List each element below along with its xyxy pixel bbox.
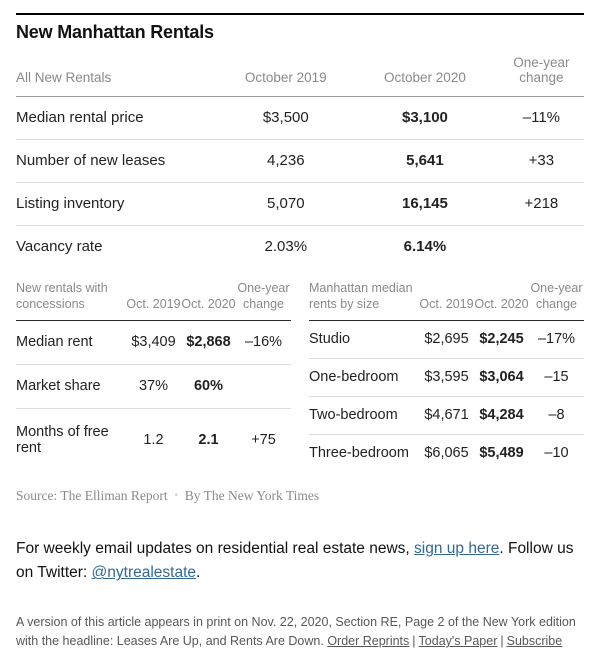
value-oct-2019: $3,595 bbox=[419, 358, 474, 397]
value-change: +75 bbox=[251, 431, 276, 448]
concessions-table: New rentals with concessions Oct. 2019 O… bbox=[16, 276, 291, 472]
table-row: Three-bedroom $6,065 $5,489 –10 bbox=[309, 434, 584, 472]
value-change: –10 bbox=[544, 444, 569, 461]
main-header-october-2020: October 2020 bbox=[351, 45, 499, 97]
value-oct-2020: $3,064 bbox=[474, 358, 529, 397]
row-label: Listing inventory bbox=[16, 182, 221, 226]
value-oct-2019: $4,671 bbox=[419, 396, 474, 435]
pipe-separator: | bbox=[412, 634, 416, 649]
byline-text: By The New York Times bbox=[184, 487, 320, 503]
value-oct-2019: 5,070 bbox=[220, 182, 352, 226]
value-change bbox=[499, 226, 584, 269]
dot-separator: • bbox=[174, 489, 178, 500]
value-change: –8 bbox=[529, 396, 584, 435]
value-oct-2020: $4,284 bbox=[474, 396, 529, 435]
size-header-row: Manhattan median rents by size Oct. 2019… bbox=[309, 276, 584, 321]
row-label: Median rent bbox=[16, 320, 126, 365]
value-oct-2020: 6.14% bbox=[403, 238, 447, 255]
todays-paper-link[interactable]: Today's Paper bbox=[418, 634, 498, 649]
row-label: Median rental price bbox=[16, 96, 221, 140]
row-label: One-bedroom bbox=[309, 358, 419, 397]
size-header-oct-2019: Oct. 2019 bbox=[419, 276, 474, 321]
value-oct-2020: 5,641 bbox=[351, 139, 499, 183]
table-row: Market share 37% 60% bbox=[16, 364, 291, 410]
value-oct-2019: 1.2 bbox=[143, 431, 164, 448]
value-change: –11% bbox=[498, 96, 584, 140]
table-row: Studio $2,695 $2,245 –17% bbox=[309, 320, 584, 359]
value-oct-2020: 60% bbox=[181, 364, 236, 410]
table-row: Two-bedroom $4,671 $4,284 –8 bbox=[309, 396, 584, 435]
source-text: Source: The Elliman Report bbox=[16, 487, 168, 503]
main-header-one-year-change: One-year change bbox=[498, 45, 584, 97]
table-row: Vacancy rate 2.03% 6.14% bbox=[16, 226, 584, 269]
twitter-handle-link[interactable]: @nytrealestate bbox=[91, 564, 197, 582]
value-oct-2019: 2.03% bbox=[264, 238, 308, 255]
graphic-title: New Manhattan Rentals bbox=[16, 22, 214, 42]
size-header-change: One-year change bbox=[529, 276, 584, 321]
pipe-separator: | bbox=[500, 634, 504, 649]
concessions-header-oct-2019: Oct. 2019 bbox=[126, 276, 181, 321]
row-label: Number of new leases bbox=[16, 139, 221, 183]
rents-by-size-table: Manhattan median rents by size Oct. 2019… bbox=[309, 276, 584, 472]
value-oct-2019: $2,695 bbox=[419, 320, 474, 359]
subtables-container: New rentals with concessions Oct. 2019 O… bbox=[16, 276, 584, 472]
newsletter-text: For weekly email updates on residential … bbox=[16, 539, 415, 557]
value-oct-2020: $2,245 bbox=[474, 320, 529, 359]
value-oct-2019: 37% bbox=[126, 364, 181, 410]
value-oct-2020: $2,868 bbox=[181, 320, 236, 365]
main-table-header-row: All New Rentals October 2019 October 202… bbox=[16, 45, 584, 97]
concessions-header-oct-2020: Oct. 2020 bbox=[181, 276, 236, 321]
concessions-header-change: One-year change bbox=[236, 276, 291, 321]
size-header-label: Manhattan median rents by size bbox=[309, 276, 419, 321]
value-change bbox=[236, 364, 291, 410]
row-label: Months of free rent bbox=[16, 423, 109, 456]
value-change: +33 bbox=[498, 139, 584, 183]
value-oct-2019: 4,236 bbox=[220, 139, 352, 183]
value-oct-2019: $3,409 bbox=[126, 320, 181, 365]
table-row: One-bedroom $3,595 $3,064 –15 bbox=[309, 358, 584, 397]
main-header-all-new-rentals: All New Rentals bbox=[16, 45, 221, 97]
value-change: –15 bbox=[529, 358, 584, 397]
table-row: Listing inventory 5,070 16,145 +218 bbox=[16, 182, 584, 226]
row-label: Vacancy rate bbox=[16, 238, 103, 255]
order-reprints-link[interactable]: Order Reprints bbox=[327, 634, 410, 649]
row-label: Two-bedroom bbox=[309, 396, 419, 435]
value-change: +218 bbox=[498, 182, 584, 226]
concessions-header-label: New rentals with concessions bbox=[16, 276, 126, 321]
table-row: Number of new leases 4,236 5,641 +33 bbox=[16, 139, 584, 183]
top-rule-divider bbox=[16, 13, 584, 15]
row-label: Three-bedroom bbox=[309, 444, 409, 461]
source-byline: Source: The Elliman Report • By The New Yo… bbox=[16, 488, 584, 504]
concessions-header-row: New rentals with concessions Oct. 2019 O… bbox=[16, 276, 291, 321]
row-label: Market share bbox=[16, 364, 126, 410]
print-edition-note: A version of this article appears in pri… bbox=[16, 613, 584, 652]
value-oct-2020: $5,489 bbox=[479, 444, 524, 461]
value-oct-2019: $3,500 bbox=[220, 96, 352, 140]
value-oct-2019: $6,065 bbox=[424, 444, 469, 461]
newsletter-text: . bbox=[196, 564, 201, 582]
newsletter-text: . Follow us on Twitter: bbox=[16, 539, 574, 582]
table-row: Median rental price $3,500 $3,100 –11% bbox=[16, 96, 584, 140]
size-header-oct-2020: Oct. 2020 bbox=[474, 276, 529, 321]
table-row: Median rent $3,409 $2,868 –16% bbox=[16, 320, 291, 365]
main-header-october-2019: October 2019 bbox=[220, 45, 352, 97]
value-oct-2020: 2.1 bbox=[198, 431, 219, 448]
newsletter-paragraph: For weekly email updates on residential … bbox=[16, 537, 584, 587]
value-change: –16% bbox=[236, 320, 291, 365]
table-row: Months of free rent 1.2 2.1 +75 bbox=[16, 409, 291, 472]
sign-up-link[interactable]: sign up here bbox=[414, 539, 500, 557]
row-label: Studio bbox=[309, 320, 419, 359]
subscribe-link[interactable]: Subscribe bbox=[506, 634, 563, 649]
value-change: –17% bbox=[529, 320, 584, 359]
value-oct-2020: $3,100 bbox=[351, 96, 499, 140]
all-new-rentals-table: All New Rentals October 2019 October 202… bbox=[16, 45, 584, 268]
value-oct-2020: 16,145 bbox=[351, 182, 499, 226]
